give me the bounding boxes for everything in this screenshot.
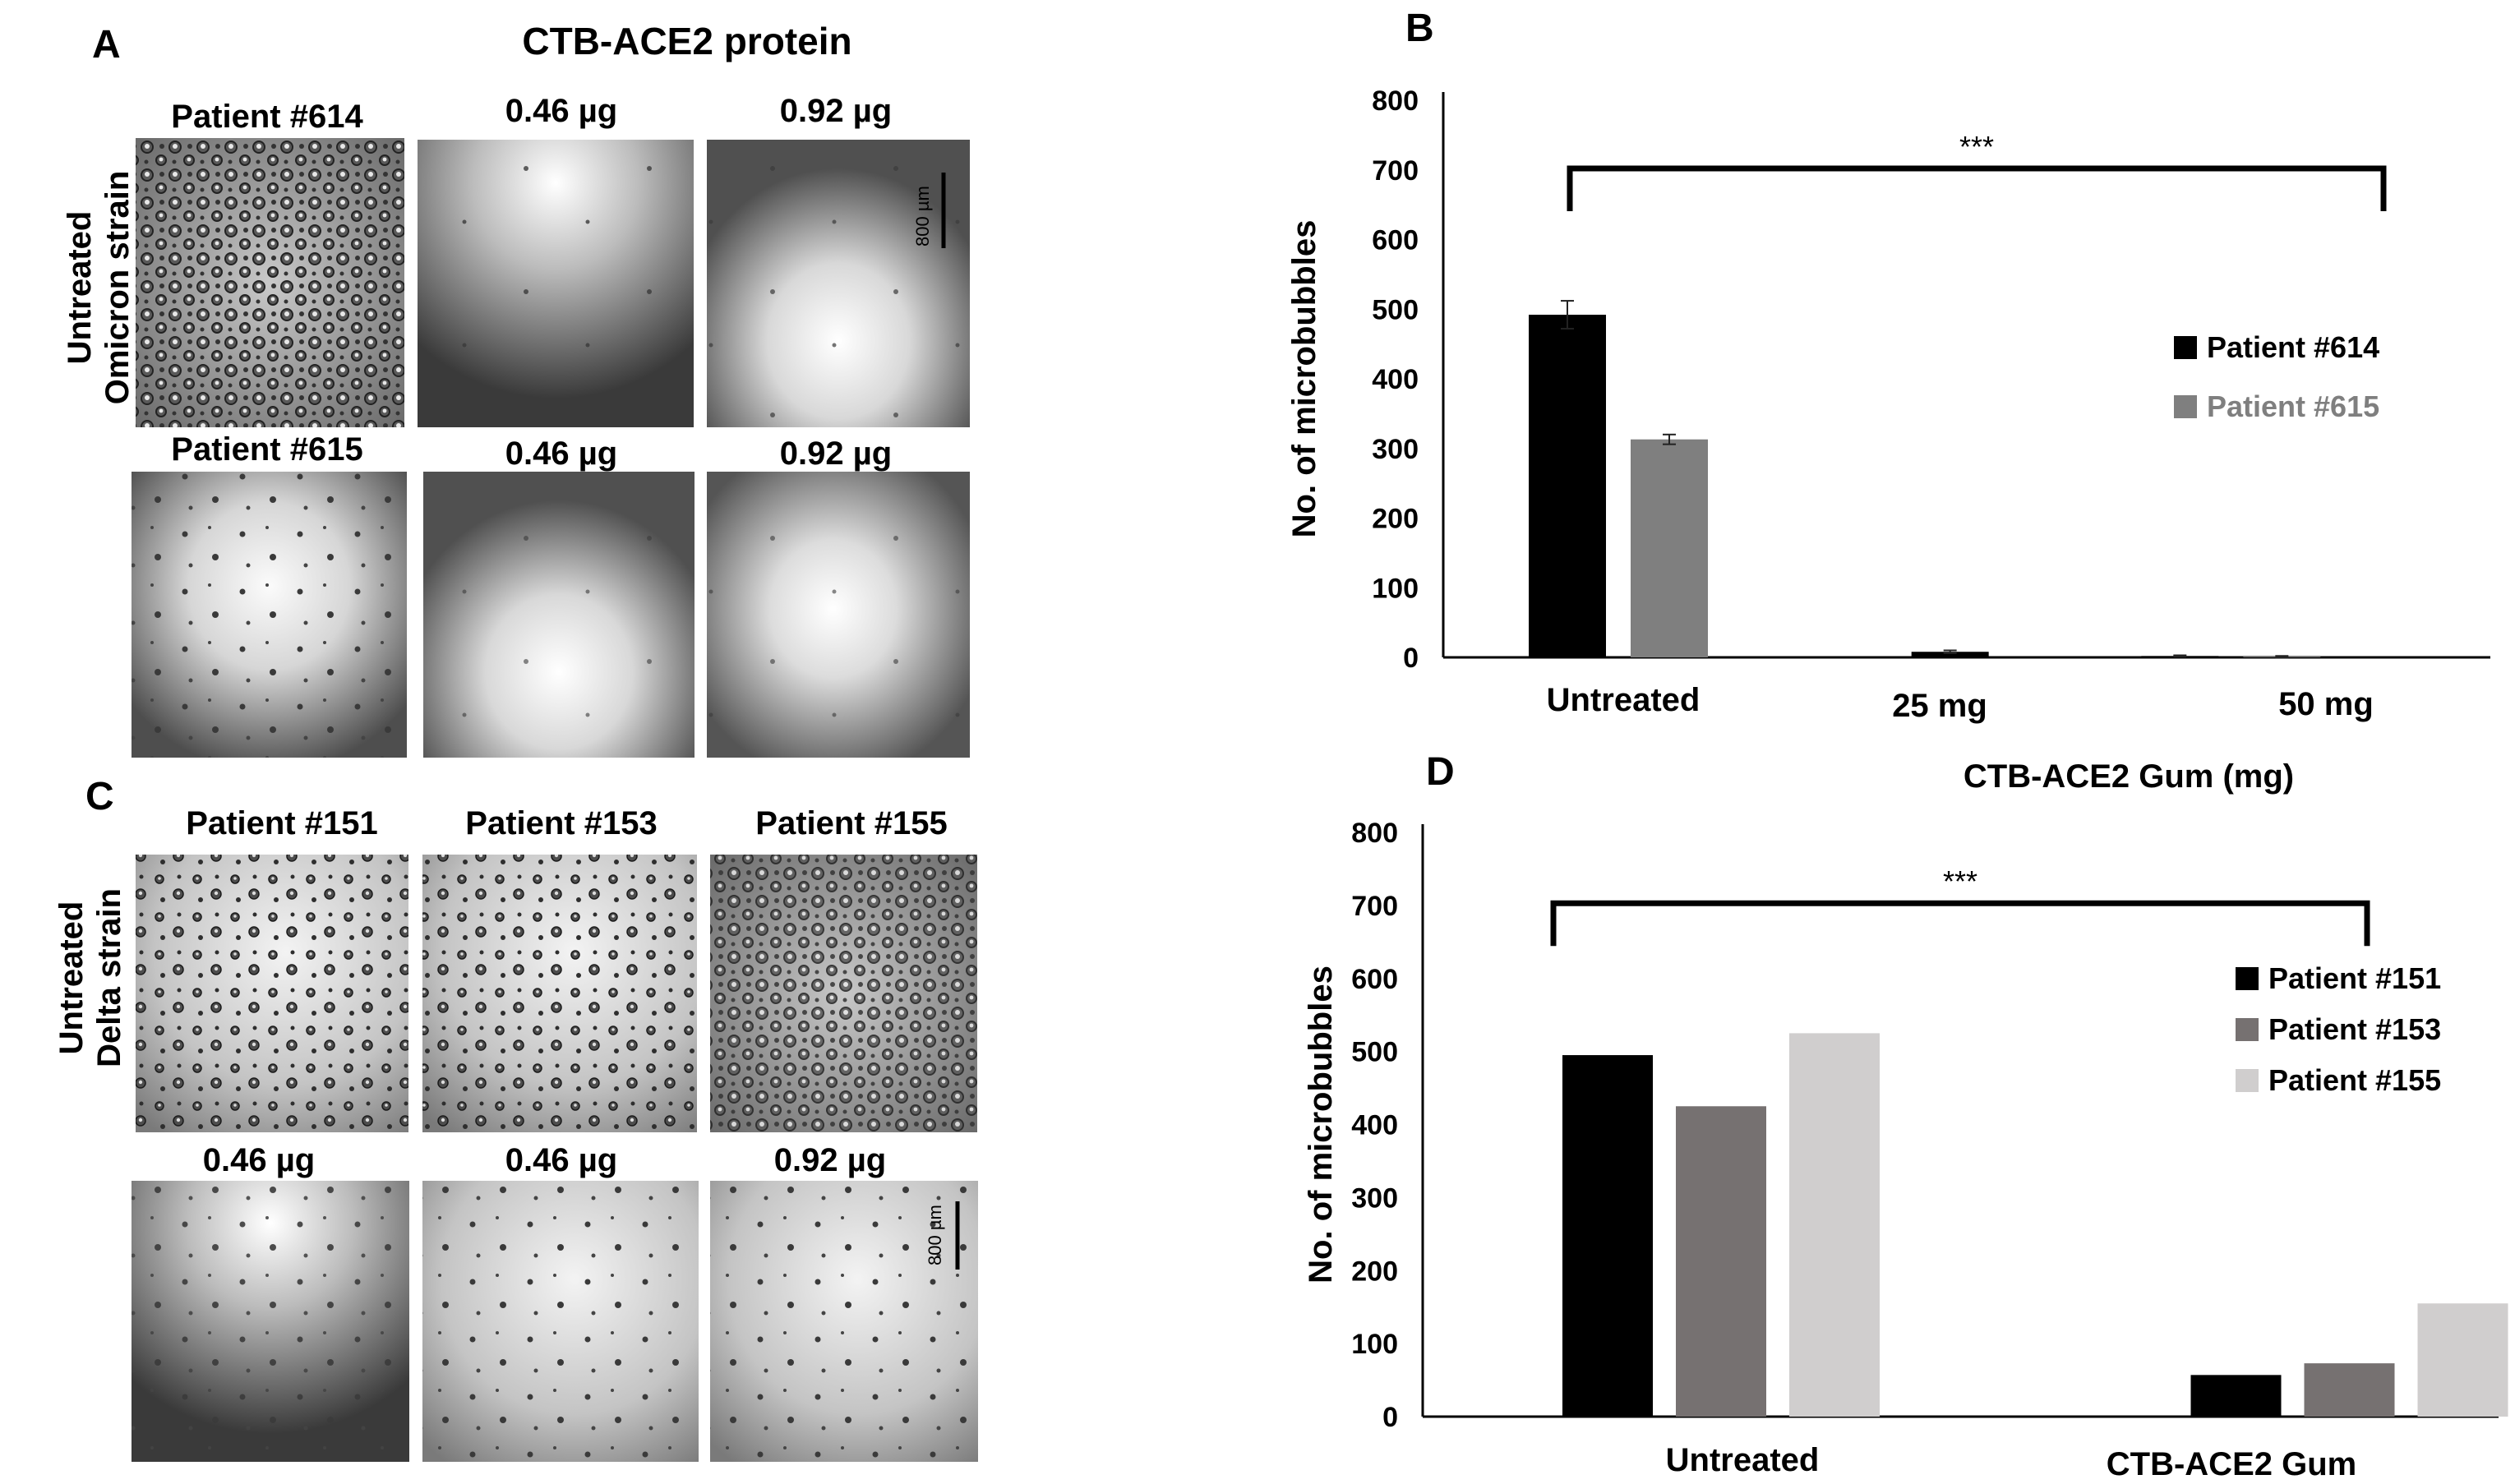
panel-c-row-label: Untreated Delta strain (53, 888, 127, 1067)
b-ytick-label: 700 (1372, 155, 1419, 187)
b-ytick-label: 200 (1372, 504, 1419, 535)
micrograph-a-614-untreated (136, 138, 404, 427)
b-ytick-label: 100 (1372, 573, 1419, 604)
d-category-label: Untreated (1666, 1442, 1820, 1478)
panel-c-row-label-line1: Untreated (53, 901, 90, 1055)
b-ytick-label: 500 (1372, 294, 1419, 325)
b-legend-swatch (2174, 336, 2197, 359)
d-bar (1676, 1106, 1766, 1417)
panel-c-label-r1c1: Patient #151 (186, 805, 377, 841)
b-ytick-label: 600 (1372, 225, 1419, 256)
b-ytick-label: 300 (1372, 434, 1419, 465)
d-ytick-label: 200 (1351, 1256, 1398, 1287)
micrograph-a-615-untreated (132, 472, 407, 758)
b-ylabel: No. of microbubbles (1286, 220, 1322, 538)
d-ytick-label: 600 (1351, 964, 1398, 995)
micrograph-c-153-untreated (422, 855, 697, 1132)
d-ytick-label: 800 (1351, 818, 1398, 849)
b-legend-swatch (2174, 395, 2197, 418)
panel-a-letter: A (92, 23, 121, 67)
b-legend-label: Patient #615 (2207, 389, 2379, 423)
scale-bar-a-label: 800 µm (912, 186, 933, 247)
d-ytick-label: 400 (1351, 1110, 1398, 1141)
d-ylabel: No. of microbubbles (1303, 966, 1339, 1284)
micrograph-c-151-046 (132, 1181, 409, 1462)
b-xlabel: CTB-ACE2 Gum (mg) (1964, 758, 2294, 795)
panel-d-letter: D (1426, 750, 1455, 794)
d-legend-label: Patient #153 (2268, 1012, 2441, 1046)
d-bar (1562, 1055, 1653, 1417)
d-legend-label: Patient #151 (2268, 961, 2441, 995)
micrograph-a-614-092: 800 µm (707, 140, 970, 427)
panel-a-label-r1c3: 0.92 µg (780, 93, 892, 129)
panel-a-row-label-line2: Omicron strain (99, 171, 136, 405)
panel-a-label-r2c3: 0.92 µg (780, 436, 892, 472)
panel-a-label-r2c2: 0.46 µg (505, 436, 617, 472)
chart-b: B No. of microbubbles CTB-ACE2 Gum (mg) … (1286, 7, 2490, 795)
d-ytick-label: 0 (1382, 1402, 1398, 1433)
b-category-label: 50 mg (2278, 686, 2374, 722)
d-legend-swatch (2236, 967, 2259, 990)
b-legend-label: Patient #614 (2207, 330, 2379, 364)
d-bar (2304, 1363, 2395, 1417)
d-category-label: CTB-ACE2 Gum (2107, 1446, 2356, 1482)
d-legend-label: Patient #155 (2268, 1063, 2441, 1097)
d-bar (2190, 1375, 2282, 1417)
panel-a: A CTB-ACE2 protein Untreated Omicron str… (62, 20, 970, 758)
d-bar (1789, 1033, 1880, 1417)
b-bar (1529, 315, 1606, 657)
panel-a-label-r1c2: 0.46 µg (505, 93, 617, 129)
panel-c-label-r2c3: 0.92 µg (774, 1142, 886, 1178)
micrograph-a-615-046 (423, 472, 695, 758)
d-ytick-label: 300 (1351, 1182, 1398, 1214)
panel-a-row-label: Untreated Omicron strain (62, 171, 136, 405)
chart-d: D No. of microbubbles 0 100 200 300 400 500 60… (1303, 750, 2508, 1482)
d-legend-swatch (2236, 1018, 2259, 1041)
b-significance-label: *** (1959, 130, 1994, 164)
panel-c-label-r1c2: Patient #153 (465, 805, 657, 841)
b-ytick-label: 800 (1372, 85, 1419, 117)
panel-c: C Untreated Delta strain Patient #151 Pa… (53, 775, 978, 1462)
micrograph-c-155-untreated (710, 855, 977, 1132)
d-bar (2417, 1303, 2508, 1417)
panel-a-row-label-line1: Untreated (62, 211, 98, 365)
panel-c-letter: C (85, 775, 114, 818)
panel-a-header: CTB-ACE2 protein (522, 20, 851, 62)
b-ytick-label: 400 (1372, 364, 1419, 395)
b-bar (1631, 439, 1708, 657)
d-ytick-label: 100 (1351, 1329, 1398, 1360)
panel-a-label-r2c1: Patient #615 (171, 431, 362, 468)
d-significance-bracket (1550, 900, 2370, 947)
b-significance-bracket (1567, 165, 2387, 212)
panel-c-row-label-line2: Delta strain (91, 888, 127, 1067)
micrograph-c-155-092: 800 µm (710, 1181, 978, 1462)
b-ytick-label: 0 (1403, 643, 1419, 674)
b-category-label: 25 mg (1892, 688, 1987, 724)
panel-c-label-r2c1: 0.46 µg (203, 1142, 315, 1178)
d-significance-label: *** (1943, 864, 1977, 898)
micrograph-a-614-046 (418, 140, 694, 427)
panel-a-label-r1c1: Patient #614 (171, 99, 363, 135)
d-legend-swatch (2236, 1069, 2259, 1092)
micrograph-c-153-046 (422, 1181, 699, 1462)
panel-c-label-r2c2: 0.46 µg (505, 1142, 617, 1178)
micrograph-a-615-092 (707, 472, 970, 758)
b-category-label: Untreated (1547, 682, 1701, 718)
d-ytick-label: 700 (1351, 891, 1398, 922)
b-bar (1911, 652, 1989, 657)
panel-b-letter: B (1405, 7, 1434, 50)
micrograph-c-151-untreated (136, 855, 408, 1132)
scale-bar-c-label: 800 µm (925, 1205, 945, 1265)
panel-c-label-r1c3: Patient #155 (755, 805, 947, 841)
d-ytick-label: 500 (1351, 1037, 1398, 1068)
